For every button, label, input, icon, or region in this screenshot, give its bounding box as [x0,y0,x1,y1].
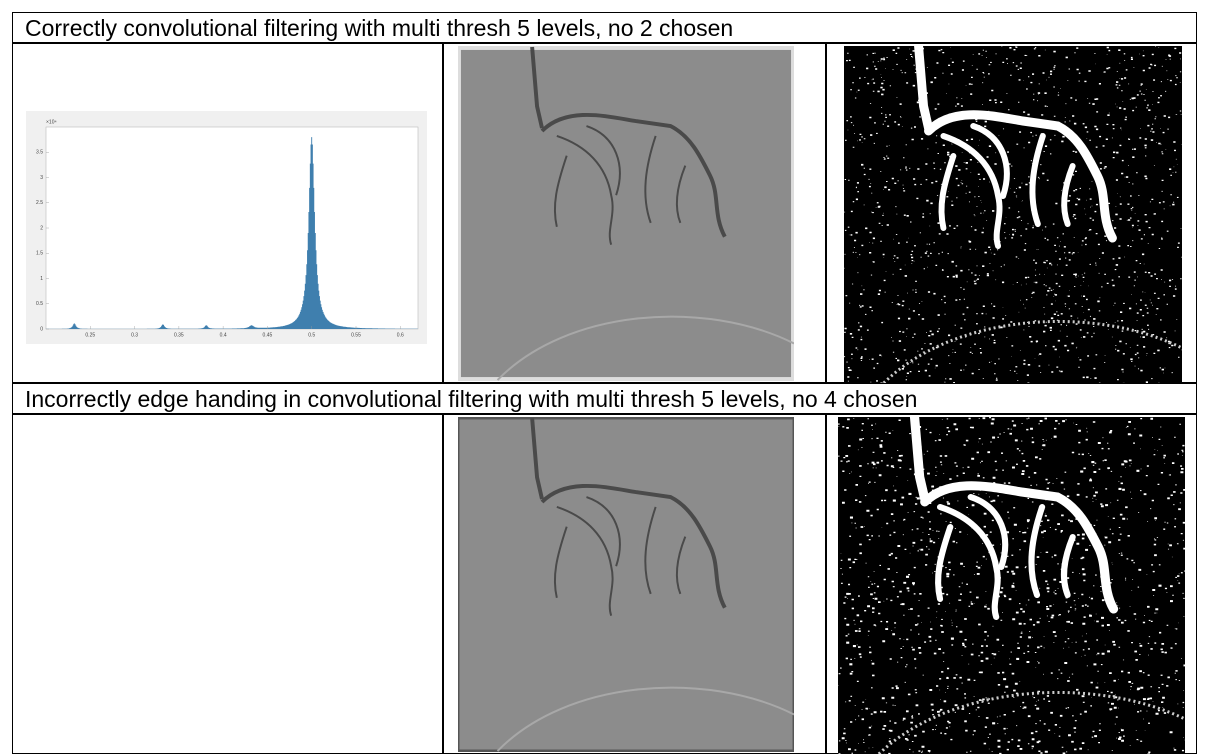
y-tick-label: 0.5 [36,301,43,307]
vessel [935,524,954,602]
filtered-image [458,417,794,752]
vessel [586,496,621,567]
vessel [914,46,933,133]
table-cell [12,414,443,754]
vessel [1028,504,1046,598]
image-bg [844,46,1182,383]
vessel [924,110,1117,243]
vessel [530,417,544,500]
threshold-image [844,46,1182,383]
histogram-image: ×10⁴ 0 0.5 1 1.5 2 2.5 3 3.5 0.25 0.3 0.35 0.4 0.45 0.… [26,115,427,344]
vessel [675,536,687,595]
threshold-image [838,417,1185,754]
image-bg [458,46,794,381]
vessel [675,165,687,224]
vessel [1061,163,1076,227]
document: Correctly convolutional filtering with m… [12,12,1197,755]
table-cell [443,414,826,754]
x-tick-label: 0.4 [220,332,227,338]
plot-area [45,126,419,330]
table-cell [443,43,826,383]
y-tick-label: 1 [40,276,43,282]
vessel [540,484,727,609]
vessel [556,505,614,616]
vessel [1029,133,1046,227]
x-tick-label: 0.45 [263,332,273,338]
vessel [920,481,1119,614]
vessel [936,504,1001,620]
table-cell [12,43,443,383]
y-tick-label: 1.5 [36,251,43,257]
y-tick-label: 3.5 [36,150,43,156]
x-tick-label: 0.35 [174,332,184,338]
x-tick-label: 0.55 [351,332,361,338]
vessel [556,134,614,245]
vessel [970,123,1010,199]
row-header: Correctly convolutional filtering with m… [12,12,1197,43]
vessel [940,133,1003,249]
y-tick-label: 2 [40,225,43,231]
image-bg [458,417,794,752]
vessel [967,494,1009,570]
y-tick-label: 0 [40,326,43,332]
image-bg [838,417,1185,754]
vessel [553,526,568,599]
vessel [1060,534,1076,598]
x-tick-label: 0.25 [85,332,95,338]
vessel [644,506,657,595]
filtered-image [458,46,794,381]
x-tick-label: 0.3 [131,332,138,338]
exponent-label: ×10⁴ [46,119,57,125]
x-tick-label: 0.5 [308,332,315,338]
vessel [938,153,957,231]
edge-arc [496,315,794,381]
vessel [540,113,727,238]
vessel [586,125,621,196]
vessel [530,46,544,129]
row-header: Incorrectly edge handing in convolutiona… [12,383,1197,414]
vessel [644,135,657,224]
x-tick-label: 0.6 [397,332,404,338]
y-tick-label: 3 [40,175,43,181]
y-tick-label: 2.5 [36,200,43,206]
vessel [909,417,930,504]
edge-arc [496,686,794,752]
vessel [553,155,568,228]
